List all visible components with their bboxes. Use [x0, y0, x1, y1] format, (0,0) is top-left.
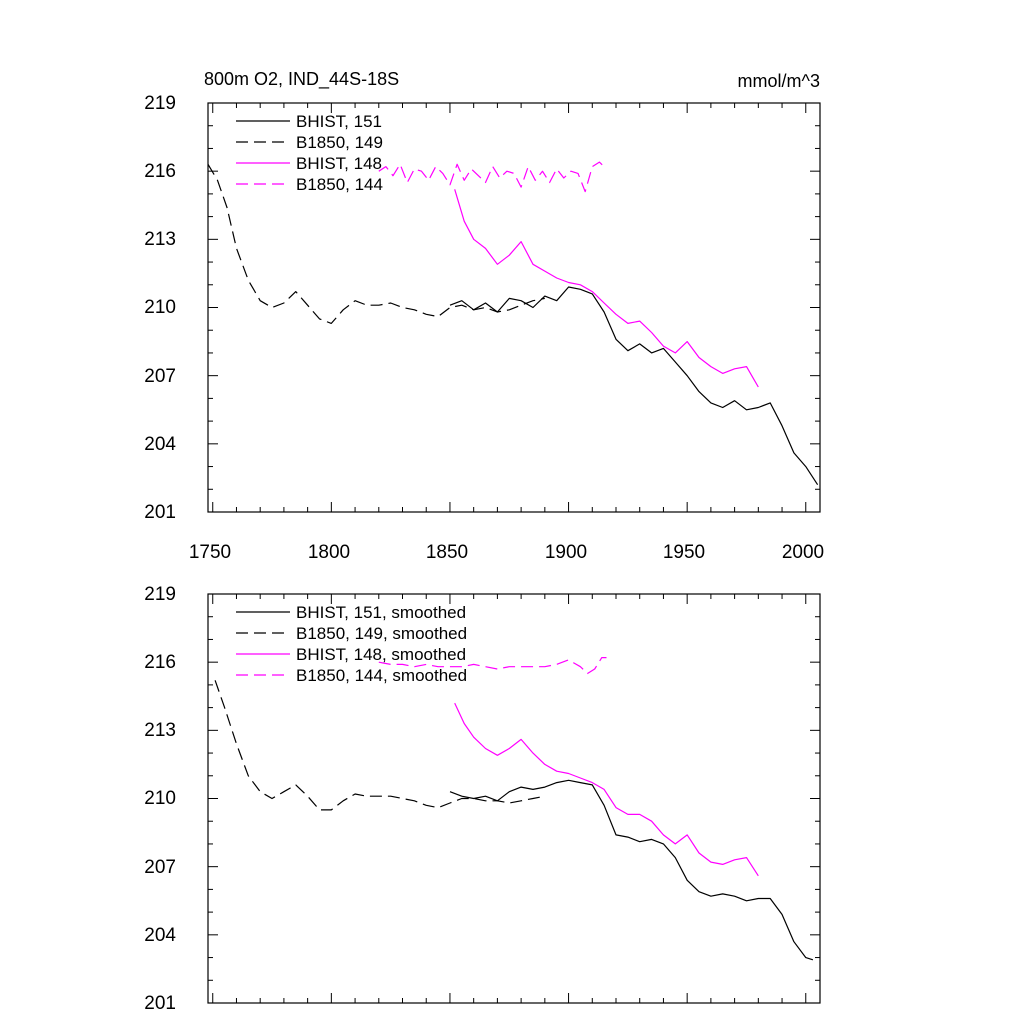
y-tick-label: 204: [144, 434, 176, 455]
series-line-b1850-144: [378, 161, 607, 193]
x-tick-label: 2000: [782, 542, 824, 563]
y-tick-label: 201: [144, 502, 176, 523]
x-tick-label: 1900: [545, 542, 587, 563]
series-line-bhist-151: [449, 286, 819, 486]
chart-title: 800m O2, IND_44S-18S: [204, 69, 399, 90]
x-tick-label: 1750: [189, 542, 231, 563]
y-tick-label: 216: [144, 652, 176, 673]
series-group: [214, 656, 814, 961]
legend-label: BHIST, 151, smoothed: [296, 603, 466, 622]
y-tick-label: 204: [144, 925, 176, 946]
y-axis-tick-labels: 219 216 213 210 207 204 201: [144, 584, 176, 1014]
legend-label: B1850, 144: [296, 175, 383, 194]
legend-label: B1850, 149: [296, 133, 383, 152]
y-tick-label: 207: [144, 366, 176, 387]
series-line-bhist-151-smoothed: [449, 779, 814, 961]
bottom-panel: 219 216 213 210 207 204 201 BHIST, 151, …: [144, 584, 821, 1014]
y-tick-label: 210: [144, 297, 176, 318]
legend-label: B1850, 149, smoothed: [296, 624, 467, 643]
y-tick-label: 201: [144, 993, 176, 1014]
y-tick-label: 213: [144, 720, 176, 741]
y-tick-label: 216: [144, 161, 176, 182]
x-tick-label: 1800: [308, 542, 350, 563]
legend-label: B1850, 144, smoothed: [296, 666, 467, 685]
y-tick-label: 219: [144, 93, 176, 114]
x-tick-label: 1850: [426, 542, 468, 563]
series-line-b1850-144-smoothed: [378, 656, 607, 675]
y-axis-tick-labels: 219 216 213 210 207 204 201: [144, 93, 176, 523]
y-tick-label: 213: [144, 229, 176, 250]
axis-ticks: [208, 102, 820, 513]
legend: BHIST, 151, smoothed B1850, 149, smoothe…: [236, 603, 467, 685]
legend-label: BHIST, 151: [296, 112, 382, 131]
top-panel: 800m O2, IND_44S-18S mmol/m^3 219 216 21…: [144, 69, 824, 563]
units-label: mmol/m^3: [738, 71, 820, 91]
x-tick-label: 1950: [663, 542, 705, 563]
y-tick-label: 207: [144, 857, 176, 878]
legend-label: BHIST, 148, smoothed: [296, 645, 466, 664]
series-line-bhist-148: [454, 189, 759, 388]
legend: BHIST, 151 B1850, 149 BHIST, 148 B1850, …: [236, 112, 383, 194]
series-line-b1850-149-smoothed: [214, 680, 545, 811]
series-group: [207, 161, 819, 486]
axis-ticks: [208, 593, 820, 1004]
y-tick-label: 210: [144, 788, 176, 809]
y-tick-label: 219: [144, 584, 176, 605]
legend-label: BHIST, 148: [296, 154, 382, 173]
x-axis-tick-labels: 1750 1800 1850 1900 1950 2000: [189, 542, 824, 563]
series-line-b1850-149: [207, 163, 545, 324]
series-line-bhist-148-smoothed: [454, 702, 759, 877]
